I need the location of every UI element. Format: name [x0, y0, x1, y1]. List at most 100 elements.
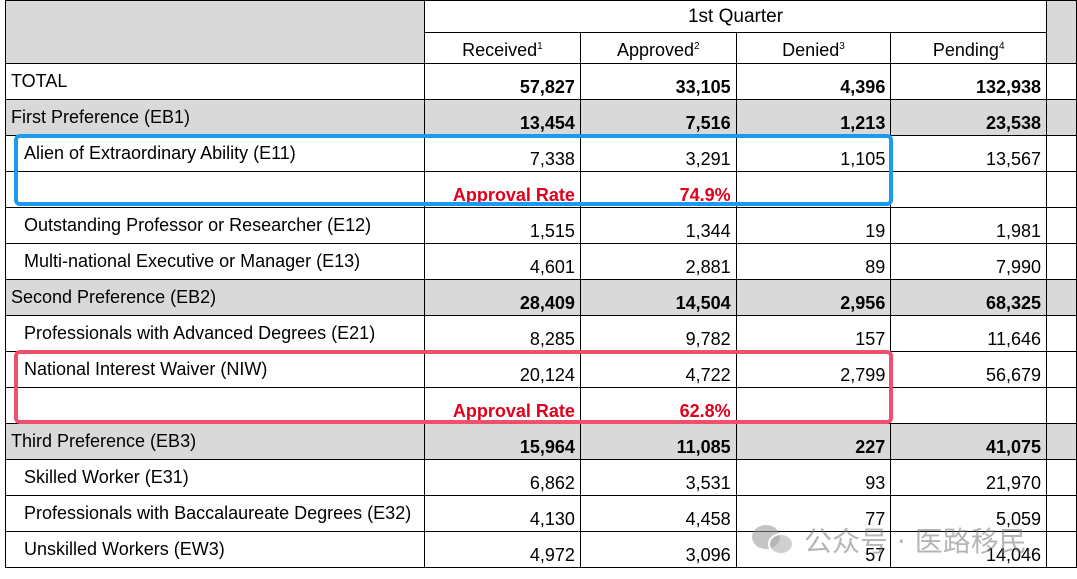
- col-header-approved: Approved2: [579, 32, 737, 64]
- header-spacer: [1046, 0, 1077, 64]
- row-niw-approval-rate: Approval Rate 62.8%: [5, 387, 1077, 424]
- row-label: Professionals with Advanced Degrees (E21…: [5, 315, 425, 352]
- cell-received: 13,454: [423, 99, 581, 136]
- approval-rate-label: Approval Rate: [423, 387, 581, 424]
- cell-empty: [890, 387, 1048, 424]
- cell-empty: [890, 171, 1048, 208]
- cell-spacer: [1046, 243, 1077, 280]
- col-header-pending: Pending4: [890, 32, 1048, 64]
- cell-approved: 9,782: [579, 315, 737, 352]
- cell-received: 28,409: [423, 279, 581, 316]
- cell-empty: [735, 171, 892, 208]
- row-label: Third Preference (EB3): [5, 423, 425, 460]
- cell-spacer: [1046, 423, 1077, 460]
- cell-received: 57,827: [423, 63, 581, 100]
- cell-received: 15,964: [423, 423, 581, 460]
- cell-spacer: [1046, 171, 1077, 208]
- row-ew3: Unskilled Workers (EW3) 4,972 3,096 57 1…: [5, 531, 1077, 568]
- row-label: Multi-national Executive or Manager (E13…: [5, 243, 425, 280]
- row-label: Unskilled Workers (EW3): [5, 531, 425, 568]
- row-label: Alien of Extraordinary Ability (E11): [5, 135, 425, 172]
- cell-pending: 11,646: [890, 315, 1048, 352]
- cell-pending: 41,075: [890, 423, 1048, 460]
- cell-spacer: [1046, 531, 1077, 568]
- approval-rate-value: 74.9%: [579, 171, 737, 208]
- cell-denied: 4,396: [735, 63, 892, 100]
- cell-denied: 157: [735, 315, 892, 352]
- row-label: Professionals with Baccalaureate Degrees…: [5, 495, 425, 532]
- cell-received: 20,124: [423, 351, 581, 388]
- row-e11: Alien of Extraordinary Ability (E11) 7,3…: [5, 135, 1077, 172]
- cell-pending: 132,938: [890, 63, 1048, 100]
- approval-rate-label: Approval Rate: [423, 171, 581, 208]
- row-label: First Preference (EB1): [5, 99, 425, 136]
- cell-empty: [735, 387, 892, 424]
- cell-received: 6,862: [423, 459, 581, 496]
- header-row-columns: Received1 Approved2 Denied3 Pending4: [6, 32, 1077, 64]
- cell-approved: 1,344: [579, 207, 737, 244]
- cell-denied: 1,105: [735, 135, 892, 172]
- cell-spacer: [1046, 279, 1077, 316]
- cell-approved: 7,516: [579, 99, 737, 136]
- cell-empty: [5, 387, 425, 424]
- col-header-received: Received1: [423, 32, 581, 64]
- col-header-denied: Denied3: [735, 32, 892, 64]
- row-label: Second Preference (EB2): [5, 279, 425, 316]
- header-corner: [5, 0, 425, 64]
- cell-denied: 89: [735, 243, 892, 280]
- wechat-icon: [752, 523, 796, 557]
- cell-denied: 1,213: [735, 99, 892, 136]
- cell-approved: 33,105: [579, 63, 737, 100]
- cell-denied: 227: [735, 423, 892, 460]
- row-eb2: Second Preference (EB2) 28,409 14,504 2,…: [5, 279, 1077, 316]
- cell-approved: 3,291: [579, 135, 737, 172]
- cell-spacer: [1046, 315, 1077, 352]
- watermark-text: 公众号 · 医路移民: [804, 525, 1027, 558]
- cell-pending: 1,981: [890, 207, 1048, 244]
- row-label: Skilled Worker (E31): [5, 459, 425, 496]
- cell-approved: 3,096: [579, 531, 737, 568]
- eb-petition-table: 1st Quarter Received1 Approved2 Denied3 …: [5, 0, 1077, 568]
- cell-approved: 4,458: [579, 495, 737, 532]
- cell-received: 1,515: [423, 207, 581, 244]
- row-e12: Outstanding Professor or Researcher (E12…: [5, 207, 1077, 244]
- cell-approved: 2,881: [579, 243, 737, 280]
- cell-spacer: [1046, 387, 1077, 424]
- cell-pending: 7,990: [890, 243, 1048, 280]
- row-eb1: First Preference (EB1) 13,454 7,516 1,21…: [5, 99, 1077, 136]
- cell-received: 4,601: [423, 243, 581, 280]
- cell-spacer: [1046, 63, 1077, 100]
- watermark: 公众号 · 医路移民: [752, 520, 1027, 560]
- cell-spacer: [1046, 495, 1077, 532]
- cell-spacer: [1046, 351, 1077, 388]
- row-niw: National Interest Waiver (NIW) 20,124 4,…: [5, 351, 1077, 388]
- cell-spacer: [1046, 459, 1077, 496]
- row-eb3: Third Preference (EB3) 15,964 11,085 227…: [5, 423, 1077, 460]
- row-label: Outstanding Professor or Researcher (E12…: [5, 207, 425, 244]
- cell-received: 8,285: [423, 315, 581, 352]
- cell-received: 7,338: [423, 135, 581, 172]
- row-total: TOTAL 57,827 33,105 4,396 132,938: [5, 63, 1077, 100]
- cell-approved: 14,504: [579, 279, 737, 316]
- cell-pending: 23,538: [890, 99, 1048, 136]
- approval-rate-value: 62.8%: [579, 387, 737, 424]
- cell-approved: 3,531: [579, 459, 737, 496]
- cell-spacer: [1046, 135, 1077, 172]
- cell-received: 4,130: [423, 495, 581, 532]
- cell-denied: 2,799: [735, 351, 892, 388]
- row-e31: Skilled Worker (E31) 6,862 3,531 93 21,9…: [5, 459, 1077, 496]
- cell-denied: 93: [735, 459, 892, 496]
- cell-spacer: [1046, 99, 1077, 136]
- cell-empty: [5, 171, 425, 208]
- cell-approved: 11,085: [579, 423, 737, 460]
- row-label: TOTAL: [5, 63, 425, 100]
- quarter-header: 1st Quarter: [423, 0, 1048, 33]
- cell-pending: 5,059: [890, 495, 1048, 532]
- cell-pending: 13,567: [890, 135, 1048, 172]
- row-e21: Professionals with Advanced Degrees (E21…: [5, 315, 1077, 352]
- cell-pending: 21,970: [890, 459, 1048, 496]
- cell-spacer: [1046, 207, 1077, 244]
- row-e11-approval-rate: Approval Rate 74.9%: [5, 171, 1077, 208]
- row-label: National Interest Waiver (NIW): [5, 351, 425, 388]
